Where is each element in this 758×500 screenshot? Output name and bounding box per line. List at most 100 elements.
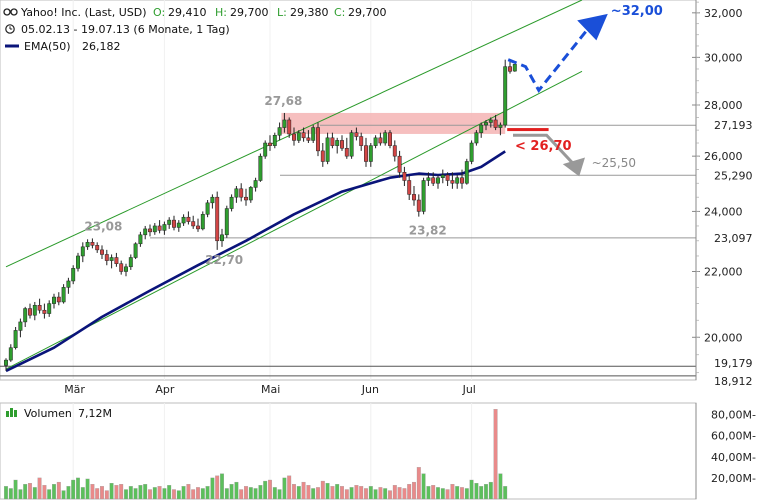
- volume-bar: [90, 484, 95, 500]
- candle: [268, 135, 272, 151]
- ohlc-open-value: 29,410: [168, 6, 207, 19]
- volume-bar: [316, 487, 320, 500]
- ohlc-close-value: 29,700: [348, 6, 387, 19]
- candle-body: [282, 119, 287, 128]
- candle: [104, 249, 109, 266]
- candle-body: [484, 122, 488, 126]
- candle-body: [268, 142, 272, 146]
- volume-bar: [229, 484, 234, 500]
- candle: [13, 327, 18, 350]
- candle-body: [421, 180, 426, 212]
- candle-body: [301, 132, 306, 139]
- candle-body: [460, 177, 464, 184]
- candle: [32, 301, 37, 321]
- volume-bar: [498, 473, 503, 500]
- candle: [287, 117, 292, 138]
- volume-bar: [37, 477, 42, 500]
- candle-body: [450, 180, 455, 184]
- ema-line: [5, 150, 506, 373]
- candle-body: [109, 257, 114, 261]
- volume-bar: [196, 487, 200, 500]
- candle-body: [488, 119, 493, 123]
- candle: [431, 172, 436, 187]
- candle-body: [325, 137, 330, 162]
- candle-body: [440, 174, 445, 178]
- ema-legend-value: 26,182: [82, 40, 121, 53]
- axes: 20,000 22,000 24,000 26,000 28,000 30,000 32,0…: [64, 0, 756, 499]
- resistance-zone: [281, 112, 506, 134]
- candle-body: [493, 119, 498, 128]
- volume-bars: [4, 409, 508, 500]
- volume-bar: [244, 486, 248, 500]
- stop-marker: [507, 128, 549, 132]
- candle: [335, 137, 340, 154]
- candle-body: [220, 234, 224, 242]
- candle-body: [412, 194, 416, 201]
- volume-bar: [292, 484, 296, 500]
- candle: [229, 194, 234, 212]
- volume-bar: [4, 486, 8, 500]
- candle-body: [100, 249, 104, 255]
- candle-body: [311, 127, 316, 141]
- candle: [66, 277, 71, 294]
- candle-body: [392, 145, 397, 157]
- candle-body: [157, 225, 162, 231]
- candle-body: [397, 155, 402, 173]
- volume-bar: [114, 485, 119, 500]
- candle-body: [445, 174, 450, 181]
- volume-bar: [56, 481, 61, 500]
- candle: [157, 220, 162, 234]
- ohlc-low-value: 29,380: [290, 6, 329, 19]
- candle-body: [368, 145, 373, 162]
- volume-bar: [488, 481, 493, 500]
- candle-body: [287, 119, 292, 135]
- volume-bar: [306, 485, 311, 500]
- candle: [320, 143, 325, 167]
- candle: [488, 117, 493, 128]
- volume-bar: [215, 475, 220, 500]
- candle-body: [152, 225, 157, 233]
- candle: [61, 284, 66, 304]
- annotations: 27,68 23,08 22,70 23,82 ~32,00 ~25,50 < 26,70: [84, 4, 662, 267]
- candle-body: [296, 132, 301, 141]
- resistance-zone-rect: [281, 112, 506, 134]
- volume-bar: [349, 487, 354, 500]
- candle: [445, 172, 450, 187]
- volume-bar: [253, 488, 258, 500]
- price-tick-label: 30,000: [704, 51, 743, 64]
- volume-bar: [378, 487, 383, 500]
- volume-bar: [354, 485, 359, 500]
- candle: [258, 153, 263, 182]
- candle-body: [474, 132, 479, 144]
- header: Yahoo! Inc. (Last, USD) O: 29,410 H: 29,…: [3, 6, 387, 420]
- candle: [210, 194, 215, 209]
- volume-bar: [287, 475, 292, 500]
- candle-body: [76, 255, 80, 269]
- volume-bar: [85, 478, 90, 500]
- volume-bar: [484, 484, 488, 500]
- volume-bar: [47, 489, 52, 500]
- candle: [296, 130, 301, 144]
- candles: [4, 59, 517, 371]
- candle-body: [258, 155, 263, 181]
- candle: [464, 158, 469, 185]
- candle-body: [128, 257, 133, 268]
- candle: [239, 183, 244, 202]
- volume-bar: [277, 489, 282, 500]
- candle-body: [340, 140, 344, 149]
- month-label: Mai: [261, 383, 280, 396]
- volume-bar: [311, 488, 316, 500]
- candle: [37, 298, 42, 314]
- forecast-up-arrowhead: [577, 13, 608, 41]
- candle-body: [119, 263, 124, 272]
- candle-body: [56, 296, 61, 303]
- stop-label: < 26,70: [515, 139, 572, 154]
- volume-bar: [128, 486, 133, 500]
- candle: [162, 221, 167, 235]
- candle: [392, 140, 397, 162]
- candle-body: [464, 161, 469, 184]
- candle: [344, 137, 349, 159]
- volume-bar: [464, 488, 469, 500]
- candle: [18, 318, 23, 338]
- price-tick-label: 22,000: [704, 265, 743, 278]
